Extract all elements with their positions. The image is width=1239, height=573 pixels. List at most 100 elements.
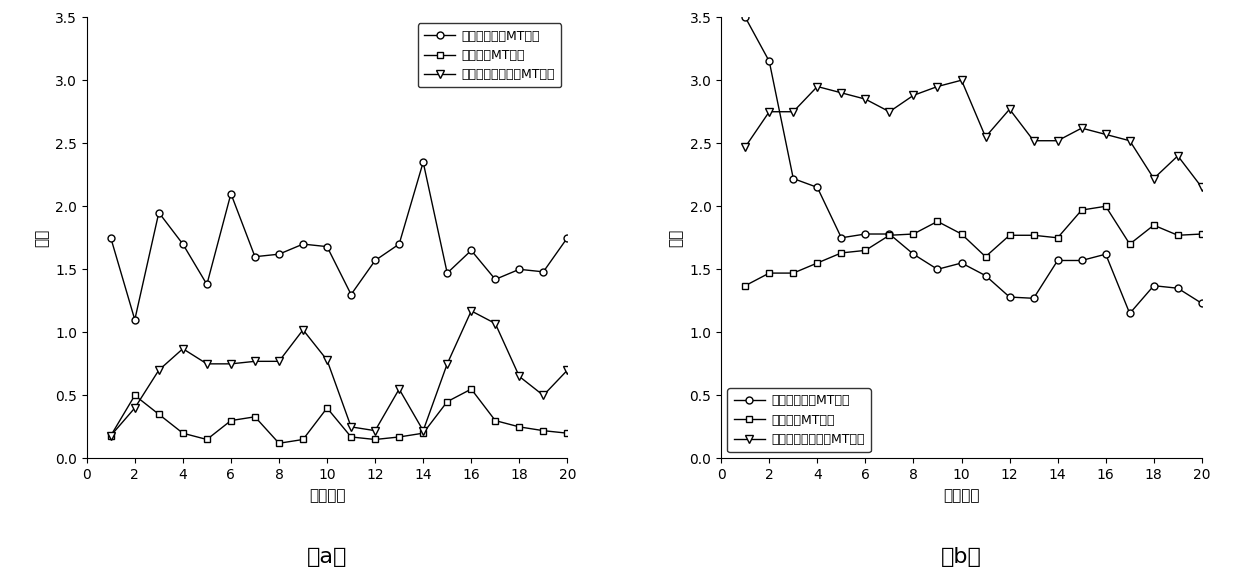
充放电三角波干扰MT信号 bbox=[1051, 138, 1066, 144]
未受到干扰的MT信号 bbox=[1051, 257, 1066, 264]
方波干扰MT信号 bbox=[296, 436, 311, 443]
X-axis label: 尺度因子: 尺度因子 bbox=[943, 488, 980, 503]
方波干扰MT信号 bbox=[463, 386, 478, 393]
方波干扰MT信号 bbox=[882, 232, 897, 239]
方波干扰MT信号 bbox=[1146, 222, 1161, 229]
未受到干扰的MT信号 bbox=[1074, 257, 1089, 264]
方波干扰MT信号 bbox=[512, 423, 527, 430]
方波干扰MT信号 bbox=[857, 247, 872, 254]
充放电三角波干扰MT信号 bbox=[320, 356, 335, 363]
未受到干扰的MT信号 bbox=[737, 14, 752, 21]
未受到干扰的MT信号 bbox=[248, 253, 263, 260]
未受到干扰的MT信号 bbox=[1171, 285, 1186, 292]
方波干扰MT信号 bbox=[440, 398, 455, 405]
方波干扰MT信号 bbox=[762, 270, 777, 277]
未受到干扰的MT信号 bbox=[416, 159, 431, 166]
未受到干扰的MT信号 bbox=[368, 257, 383, 264]
充放电三角波干扰MT信号 bbox=[128, 405, 142, 411]
充放电三角波干扰MT信号 bbox=[1026, 138, 1041, 144]
充放电三角波干扰MT信号 bbox=[223, 360, 238, 367]
未受到干扰的MT信号 bbox=[128, 316, 142, 323]
方波干扰MT信号 bbox=[1074, 207, 1089, 214]
未受到干扰的MT信号 bbox=[463, 247, 478, 254]
充放电三角波干扰MT信号 bbox=[512, 373, 527, 380]
充放电三角波干扰MT信号 bbox=[416, 427, 431, 434]
方波干扰MT信号 bbox=[954, 230, 969, 237]
方波干扰MT信号 bbox=[223, 417, 238, 424]
充放电三角波干扰MT信号 bbox=[368, 427, 383, 434]
方波干扰MT信号 bbox=[834, 249, 849, 256]
方波干扰MT信号 bbox=[368, 436, 383, 443]
方波干扰MT信号 bbox=[271, 440, 286, 447]
方波干扰MT信号 bbox=[199, 436, 214, 443]
未受到干扰的MT信号 bbox=[954, 260, 969, 266]
充放电三角波干扰MT信号 bbox=[1194, 184, 1209, 191]
未受到干扰的MT信号 bbox=[834, 234, 849, 241]
未受到干扰的MT信号 bbox=[560, 234, 575, 241]
充放电三角波干扰MT信号 bbox=[857, 96, 872, 103]
方波干扰MT信号 bbox=[1098, 203, 1113, 210]
Line: 未受到干扰的MT信号: 未受到干扰的MT信号 bbox=[108, 159, 571, 323]
未受到干扰的MT信号 bbox=[343, 291, 358, 298]
Y-axis label: 熵値: 熵値 bbox=[35, 229, 50, 247]
Line: 充放电三角波干扰MT信号: 充放电三角波干扰MT信号 bbox=[741, 76, 1206, 191]
充放电三角波干扰MT信号 bbox=[762, 108, 777, 115]
充放电三角波干扰MT信号 bbox=[834, 89, 849, 96]
Line: 方波干扰MT信号: 方波干扰MT信号 bbox=[108, 386, 571, 447]
方波干扰MT信号 bbox=[536, 427, 551, 434]
未受到干扰的MT信号 bbox=[857, 230, 872, 237]
充放电三角波干扰MT信号 bbox=[103, 432, 118, 439]
方波干扰MT信号 bbox=[810, 260, 825, 266]
Text: （a）: （a） bbox=[307, 547, 347, 567]
充放电三角波干扰MT信号 bbox=[737, 144, 752, 151]
充放电三角波干扰MT信号 bbox=[906, 92, 921, 99]
未受到干扰的MT信号 bbox=[762, 58, 777, 65]
方波干扰MT信号 bbox=[1194, 230, 1209, 237]
方波干扰MT信号 bbox=[488, 417, 503, 424]
充放电三角波干扰MT信号 bbox=[1123, 138, 1137, 144]
未受到干扰的MT信号 bbox=[199, 281, 214, 288]
方波干扰MT信号 bbox=[343, 434, 358, 441]
方波干扰MT信号 bbox=[320, 405, 335, 411]
未受到干扰的MT信号 bbox=[810, 184, 825, 191]
充放电三角波干扰MT信号 bbox=[786, 108, 800, 115]
方波干扰MT信号 bbox=[103, 432, 118, 439]
充放电三角波干扰MT信号 bbox=[978, 134, 992, 140]
充放电三角波干扰MT信号 bbox=[1146, 175, 1161, 182]
方波干扰MT信号 bbox=[1002, 232, 1017, 239]
未受到干扰的MT信号 bbox=[786, 175, 800, 182]
未受到干扰的MT信号 bbox=[1123, 310, 1137, 317]
未受到干扰的MT信号 bbox=[320, 243, 335, 250]
未受到干扰的MT信号 bbox=[536, 268, 551, 275]
方波干扰MT信号 bbox=[786, 270, 800, 277]
未受到干扰的MT信号 bbox=[1194, 300, 1209, 307]
充放电三角波干扰MT信号 bbox=[271, 358, 286, 365]
方波干扰MT信号 bbox=[978, 253, 992, 260]
未受到干扰的MT信号 bbox=[512, 266, 527, 273]
方波干扰MT信号 bbox=[906, 230, 921, 237]
未受到干扰的MT信号 bbox=[271, 251, 286, 258]
Line: 未受到干扰的MT信号: 未受到干扰的MT信号 bbox=[742, 14, 1206, 317]
充放电三角波干扰MT信号 bbox=[1074, 125, 1089, 132]
未受到干扰的MT信号 bbox=[103, 234, 118, 241]
充放电三角波干扰MT信号 bbox=[151, 367, 166, 374]
方波干扰MT信号 bbox=[930, 218, 945, 225]
充放电三角波干扰MT信号 bbox=[1098, 131, 1113, 138]
未受到干扰的MT信号 bbox=[906, 251, 921, 258]
充放电三角波干扰MT信号 bbox=[343, 423, 358, 430]
Line: 方波干扰MT信号: 方波干扰MT信号 bbox=[742, 203, 1206, 289]
未受到干扰的MT信号 bbox=[440, 270, 455, 277]
充放电三角波干扰MT信号 bbox=[488, 320, 503, 327]
方波干扰MT信号 bbox=[1123, 241, 1137, 248]
未受到干扰的MT信号 bbox=[978, 272, 992, 279]
充放电三角波干扰MT信号 bbox=[248, 358, 263, 365]
方波干扰MT信号 bbox=[1026, 232, 1041, 239]
方波干扰MT信号 bbox=[248, 413, 263, 420]
充放电三角波干扰MT信号 bbox=[1002, 106, 1017, 113]
方波干扰MT信号 bbox=[416, 430, 431, 437]
未受到干扰的MT信号 bbox=[1002, 293, 1017, 300]
未受到干扰的MT信号 bbox=[1146, 282, 1161, 289]
X-axis label: 尺度因子: 尺度因子 bbox=[309, 488, 346, 503]
Legend: 未受到干扰的MT信号, 方波干扰MT信号, 充放电三角波干扰MT信号: 未受到干扰的MT信号, 方波干扰MT信号, 充放电三角波干扰MT信号 bbox=[727, 388, 871, 452]
充放电三角波干扰MT信号 bbox=[930, 83, 945, 90]
